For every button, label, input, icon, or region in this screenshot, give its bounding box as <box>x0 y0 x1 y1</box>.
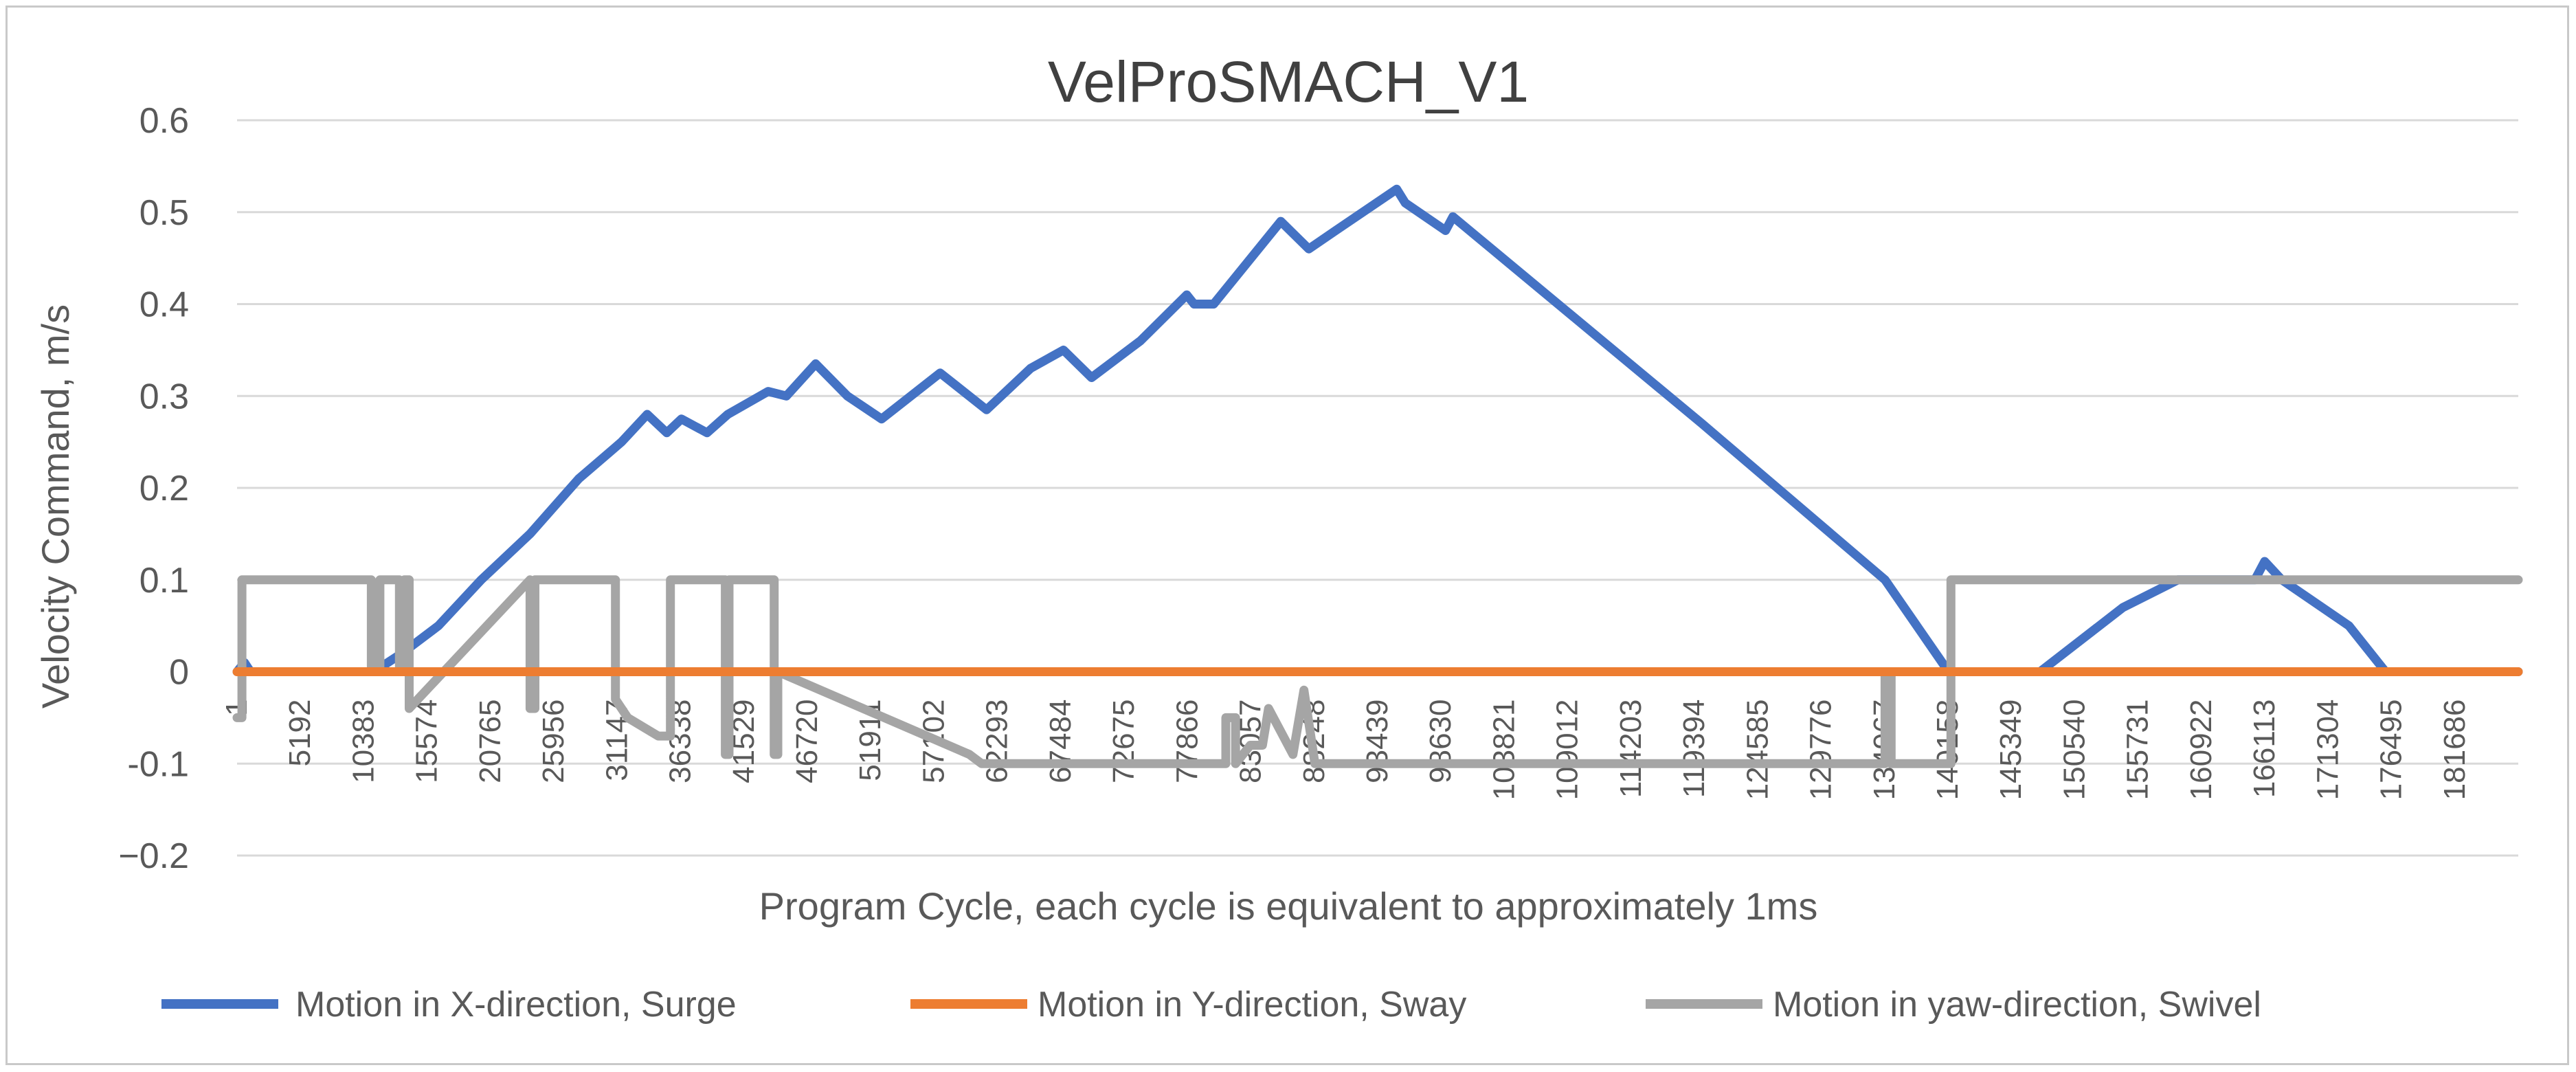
y-axis-label: Velocity Command, m/s <box>34 304 77 708</box>
series-lines <box>232 184 2523 768</box>
x-tick-label: 1 <box>220 700 254 716</box>
x-tick-label: 150540 <box>2057 700 2091 801</box>
x-tick-label: 93439 <box>1360 699 1394 783</box>
y-tick-label: 0.1 <box>139 561 189 601</box>
y-tick-label: 0 <box>169 653 189 693</box>
x-tick-label: 72675 <box>1107 700 1141 783</box>
x-tick-label: 67484 <box>1044 700 1077 783</box>
x-tick-label: 20765 <box>473 700 507 783</box>
y-axis-ticks: 0.6 0.5 0.4 0.3 0.2 0.1 0 -0.1 −0.2 <box>118 101 189 876</box>
y-tick-label: 0.3 <box>139 377 189 416</box>
y-tick-label: 0.4 <box>139 285 189 325</box>
x-tick-label: 181686 <box>2438 700 2472 801</box>
x-tick-label: 160922 <box>2184 700 2218 801</box>
x-tick-label: 25956 <box>537 700 570 783</box>
legend-label: Motion in Y-direction, Sway <box>1038 985 1466 1025</box>
x-axis-label: Program Cycle, each cycle is equivalent … <box>759 884 1818 928</box>
x-tick-label: 77866 <box>1170 700 1204 783</box>
x-axis-ticks: 1 5192 10383 15574 20765 25956 31147 36338 41529… <box>220 699 2472 800</box>
x-tick-label: 119394 <box>1677 700 1711 799</box>
x-tick-label: 166113 <box>2248 700 2281 799</box>
y-tick-label: −0.2 <box>118 836 189 876</box>
x-tick-label: 98630 <box>1424 700 1457 783</box>
y-tick-label: 0.6 <box>139 101 189 141</box>
y-tick-label: 0.2 <box>139 469 189 509</box>
x-tick-label: 171304 <box>2311 700 2344 801</box>
legend: Motion in X-direction, Surge Motion in Y-… <box>161 985 2261 1025</box>
x-tick-label: 103821 <box>1487 700 1521 801</box>
y-tick-label: 0.5 <box>139 193 189 233</box>
legend-label: Motion in yaw-direction, Swivel <box>1773 985 2261 1025</box>
x-tick-label: 124585 <box>1740 700 1774 801</box>
legend-label: Motion in X-direction, Surge <box>295 985 737 1025</box>
x-tick-label: 129776 <box>1804 700 1838 801</box>
x-tick-label: 10383 <box>346 700 380 783</box>
y-tick-label: -0.1 <box>127 744 189 784</box>
x-tick-label: 145349 <box>1994 700 2028 801</box>
x-tick-label: 114203 <box>1614 700 1648 799</box>
series-line-surge <box>232 184 2523 676</box>
x-tick-label: 155731 <box>2121 700 2155 801</box>
chart-title: VelProSMACH_V1 <box>1048 49 1529 114</box>
x-tick-label: 46720 <box>790 700 824 783</box>
chart-frame <box>5 5 2569 1065</box>
x-tick-label: 5192 <box>283 700 317 767</box>
x-tick-label: 15574 <box>410 700 444 783</box>
x-tick-label: 176495 <box>2375 700 2408 801</box>
x-tick-label: 62293 <box>981 700 1014 783</box>
x-tick-label: 109012 <box>1551 700 1584 801</box>
